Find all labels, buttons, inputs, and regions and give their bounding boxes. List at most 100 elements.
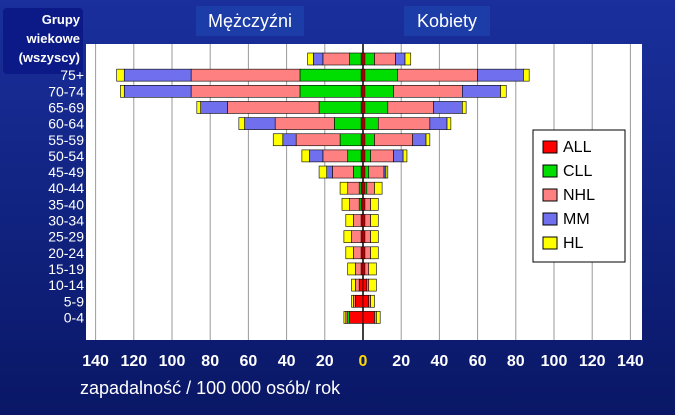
bar-women-cll — [364, 68, 398, 82]
bar-men-hl — [272, 133, 284, 147]
legend-swatch-mm — [542, 212, 558, 226]
age-labels: 75+70-7465-6960-6455-5950-5445-4940-4435… — [48, 67, 84, 325]
bar-women-nhl — [364, 262, 370, 276]
bar-women-mm — [433, 101, 463, 114]
age-group-label: 65-69 — [48, 99, 84, 115]
bar-women-hl — [370, 230, 379, 243]
men-header: Mężczyźni — [196, 6, 304, 36]
bar-women-mm — [477, 68, 524, 82]
legend-swatch-nhl — [542, 188, 558, 202]
x-tick-label: 140 — [617, 353, 644, 370]
bar-men-hl — [116, 68, 125, 82]
x-tick-label: 60 — [469, 353, 487, 370]
bar-women-nhl — [366, 181, 375, 195]
bar-men-nhl — [274, 117, 335, 130]
women-header: Kobiety — [404, 6, 490, 36]
bar-women-mm — [395, 52, 406, 66]
bars — [116, 52, 530, 324]
age-group-label: 20-24 — [48, 245, 84, 261]
age-group-label: 50-54 — [48, 148, 84, 164]
bar-women-all — [362, 311, 375, 324]
x-tick-label: 120 — [120, 353, 147, 370]
bar-men-cll — [353, 165, 362, 179]
bar-men-cll — [339, 133, 362, 147]
bar-men-cll — [299, 68, 362, 82]
bar-men-mm — [200, 101, 228, 114]
bar-men-hl — [307, 52, 314, 66]
bar-men-nhl — [227, 101, 320, 114]
bar-men-hl — [301, 149, 310, 163]
bar-women-hl — [370, 246, 379, 260]
bar-men-cll — [347, 149, 362, 163]
bar-men-cll — [299, 85, 362, 98]
legend: ALL CLL NHL MM HL — [532, 129, 626, 263]
x-tick-label: 20 — [392, 353, 410, 370]
bar-men-cll — [334, 117, 362, 130]
bar-women-hl — [368, 278, 377, 292]
bar-women-cll — [364, 52, 375, 66]
bar-women-nhl — [364, 198, 371, 211]
bar-women-cll — [364, 117, 379, 130]
bar-men-hl — [347, 262, 356, 276]
bar-women-nhl — [377, 117, 431, 130]
bar-women-mm — [393, 149, 404, 163]
x-tick-label: 100 — [159, 353, 186, 370]
age-group-title-line-2: wiekowe — [26, 31, 80, 46]
age-group-label: 75+ — [60, 67, 84, 83]
bar-men-hl — [345, 214, 354, 227]
age-group-title: Grupy wiekowe (wszyscy) — [3, 8, 83, 74]
bar-men-nhl — [322, 149, 349, 163]
bar-men-hl — [318, 165, 328, 179]
age-group-label: 5-9 — [64, 293, 84, 309]
bar-men-hl — [351, 294, 354, 308]
bar-men-mm — [313, 52, 324, 66]
bar-men-hl — [351, 278, 356, 292]
x-tick-label: 80 — [507, 353, 525, 370]
age-group-label: 0-4 — [64, 309, 84, 325]
bar-men-nhl — [351, 230, 362, 243]
bar-women-nhl — [368, 165, 385, 179]
legend-label-mm: MM — [563, 211, 590, 228]
x-tick-label: 140 — [82, 353, 109, 370]
age-group-label: 15-19 — [48, 261, 84, 277]
bar-women-cll — [364, 149, 371, 163]
bar-men-cll — [318, 101, 362, 114]
bar-women-hl — [523, 68, 530, 82]
bar-men-nhl — [355, 262, 362, 276]
legend-label-cll: CLL — [563, 163, 592, 180]
bar-women-hl — [500, 85, 507, 98]
age-group-label: 40-44 — [48, 180, 84, 196]
age-group-label: 70-74 — [48, 83, 84, 99]
x-axis-label: zapadalność / 100 000 osób/ rok — [80, 378, 341, 398]
bar-men-nhl — [332, 165, 354, 179]
bar-women-cll — [364, 165, 370, 179]
legend-label-all: ALL — [563, 139, 592, 156]
bar-men-hl — [343, 230, 352, 243]
bar-women-nhl — [364, 230, 371, 243]
age-group-label: 10-14 — [48, 277, 84, 293]
age-group-label: 25-29 — [48, 229, 84, 245]
x-tick-label: 40 — [431, 353, 449, 370]
age-group-label: 55-59 — [48, 132, 84, 148]
bar-men-mm — [244, 117, 276, 130]
bar-women-cll — [364, 133, 375, 147]
bar-men-hl — [345, 246, 354, 260]
x-axis-ticks: 140 120 100 80 60 40 20 0 20 40 60 80 100 120 140 — [82, 353, 644, 370]
x-tick-label: 20 — [316, 353, 334, 370]
x-tick-label: 0 — [359, 353, 368, 370]
age-group-label: 60-64 — [48, 116, 84, 132]
bar-men-nhl — [349, 198, 360, 211]
x-tick-label: 120 — [579, 353, 606, 370]
bar-men-hl — [196, 101, 201, 114]
bar-men-hl — [120, 85, 125, 98]
bar-women-nhl — [393, 85, 463, 98]
bar-women-mm — [462, 85, 501, 98]
bar-women-all — [362, 294, 370, 308]
x-tick-label: 100 — [541, 353, 568, 370]
bar-men-hl — [341, 198, 350, 211]
bar-women-mm — [412, 133, 427, 147]
x-tick-label: 80 — [201, 353, 219, 370]
bar-men-mm — [123, 68, 192, 82]
bar-women-hl — [446, 117, 452, 130]
